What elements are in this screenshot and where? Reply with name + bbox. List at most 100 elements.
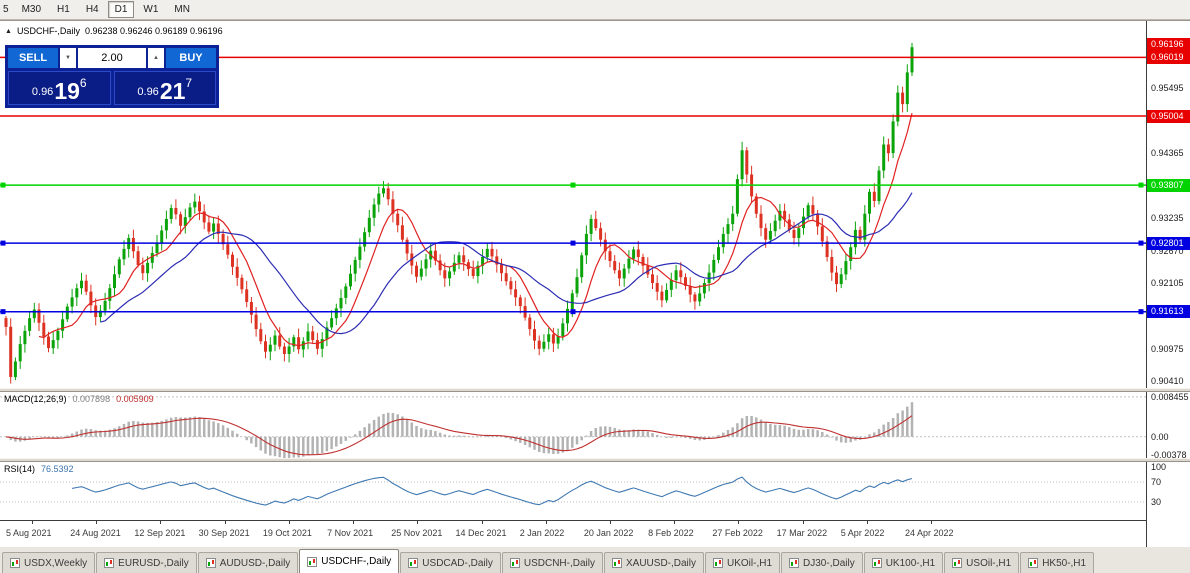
chart-tab-usdcnh-daily[interactable]: USDCNH-,Daily bbox=[501, 552, 603, 573]
chart-icon bbox=[871, 558, 882, 568]
timeframe-button-m30[interactable]: M30 bbox=[15, 1, 48, 18]
date-axis-tick bbox=[353, 521, 355, 524]
date-axis[interactable]: 5 Aug 2021 24 Aug 2021 12 Sep 2021 30 Sep 2… bbox=[0, 520, 1146, 547]
chart-ohlc-values: 0.96238 0.96246 0.96189 0.96196 bbox=[84, 26, 223, 36]
chart-tab-usdchf-daily[interactable]: USDCHF-,Daily bbox=[299, 549, 400, 573]
price-line-badge: 0.91613 bbox=[1147, 305, 1190, 319]
chart-tab-xauusd-daily[interactable]: XAUUSD-,Daily bbox=[603, 552, 704, 573]
chart-tab-label: HK50-,H1 bbox=[1042, 557, 1087, 569]
candlestick-chart[interactable] bbox=[0, 21, 1146, 388]
pane-splitter[interactable] bbox=[0, 388, 1190, 392]
macd-indicator-pane[interactable] bbox=[0, 392, 1146, 458]
date-axis-tick bbox=[288, 521, 290, 524]
date-axis-label: 12 Sep 2021 bbox=[134, 528, 186, 538]
timeframe-button-h1[interactable]: H1 bbox=[50, 1, 77, 18]
chart-symbol-period: USDCHF-,Daily bbox=[16, 26, 80, 36]
bid-point: 6 bbox=[79, 76, 87, 90]
chart-icon bbox=[10, 558, 20, 568]
chart-tab-label: USDCNH-,Daily bbox=[523, 557, 595, 569]
timeframe-button-mn[interactable]: MN bbox=[167, 1, 197, 18]
chart-tab-label: DJ30-,Daily bbox=[803, 557, 855, 569]
date-axis-label: 30 Sep 2021 bbox=[198, 528, 250, 538]
chart-tab-label: AUDUSD-,Daily bbox=[219, 557, 291, 569]
chart-window: ▲ USDCHF-,Daily 0.96238 0.96246 0.96189 … bbox=[0, 20, 1190, 547]
chart-icon bbox=[611, 558, 622, 568]
chart-tab-label: UKOil-,H1 bbox=[727, 557, 773, 569]
chart-tab-label: XAUUSD-,Daily bbox=[625, 557, 696, 569]
chart-tab-uk100-h1[interactable]: UK100-,H1 bbox=[863, 552, 944, 573]
volume-input[interactable]: 2.00 bbox=[78, 48, 146, 68]
date-axis-tick bbox=[545, 521, 547, 524]
macd-label: MACD(12,26,9) 0.007898 0.005909 bbox=[4, 394, 154, 404]
date-axis-tick bbox=[674, 521, 676, 524]
macd-axis-tick: 0.00 bbox=[1151, 431, 1169, 442]
price-axis[interactable]: 0.95495 0.94365 0.93235 0.92670 0.92105 0.909… bbox=[1146, 21, 1190, 547]
chart-icon bbox=[1028, 558, 1039, 568]
date-axis-label: 20 Jan 2022 bbox=[583, 528, 634, 538]
date-axis-label: 7 Nov 2021 bbox=[327, 528, 374, 538]
chart-icon bbox=[509, 558, 520, 568]
timeframe-button-h4[interactable]: H4 bbox=[79, 1, 106, 18]
price-axis-tick: 0.90975 bbox=[1151, 343, 1184, 354]
date-axis-label: 2 Jan 2022 bbox=[519, 528, 565, 538]
price-axis-tick: 0.93235 bbox=[1151, 213, 1184, 224]
rsi-indicator-pane[interactable] bbox=[0, 462, 1146, 520]
date-axis-tick bbox=[481, 521, 483, 524]
sell-button[interactable]: SELL bbox=[8, 48, 58, 68]
price-line-badge: 0.93807 bbox=[1147, 178, 1190, 192]
date-axis-label: 14 Dec 2021 bbox=[455, 528, 507, 538]
chart-tab-hk50-h1[interactable]: HK50-,H1 bbox=[1020, 552, 1095, 573]
bid-price-display[interactable]: 0.96 19 6 bbox=[8, 71, 111, 105]
chart-tab-label: UK100-,H1 bbox=[885, 557, 936, 569]
one-click-trading-panel: SELL ▼ 2.00 ▲ BUY 0.96 19 6 0.96 21 7 bbox=[5, 45, 219, 108]
chart-tabs-bar: USDX,Weekly EURUSD-,Daily AUDUSD-,Daily USD… bbox=[0, 546, 1190, 573]
chart-tab-usdcad-daily[interactable]: USDCAD-,Daily bbox=[400, 552, 501, 573]
volume-increase-button[interactable]: ▲ bbox=[148, 48, 164, 68]
chart-tab-usdx-weekly[interactable]: USDX,Weekly bbox=[2, 552, 96, 573]
date-axis-tick bbox=[417, 521, 419, 524]
chart-tab-dj30-daily[interactable]: DJ30-,Daily bbox=[781, 552, 863, 573]
macd-axis-tick: -0.00378 bbox=[1151, 449, 1187, 460]
chart-icon bbox=[789, 558, 800, 568]
bid-prefix: 0.96 bbox=[31, 86, 54, 98]
chart-icon bbox=[408, 558, 419, 568]
chart-icon bbox=[205, 558, 216, 568]
ask-point: 7 bbox=[185, 76, 193, 90]
price-axis-tick: 0.92105 bbox=[1151, 278, 1184, 289]
chart-icon bbox=[952, 558, 963, 568]
chart-tab-label: USDCAD-,Daily bbox=[422, 557, 493, 569]
macd-name: MACD(12,26,9) bbox=[4, 394, 67, 404]
date-axis-tick bbox=[32, 521, 33, 524]
date-axis-label: 24 Aug 2021 bbox=[70, 528, 121, 538]
macd-signal-value: 0.005909 bbox=[116, 394, 154, 404]
chevron-up-icon: ▲ bbox=[153, 55, 159, 61]
macd-axis-tick: 0.008455 bbox=[1151, 391, 1189, 402]
timeframe-button-5[interactable]: 5 bbox=[0, 1, 13, 18]
date-axis-tick bbox=[802, 521, 804, 524]
buy-button[interactable]: BUY bbox=[166, 48, 216, 68]
pane-splitter[interactable] bbox=[0, 458, 1190, 462]
ask-prefix: 0.96 bbox=[137, 86, 159, 98]
rsi-axis-tick: 70 bbox=[1151, 477, 1162, 487]
bid-pips: 19 bbox=[54, 78, 80, 105]
chart-tab-label: USOil-,H1 bbox=[966, 557, 1012, 569]
macd-main-value: 0.007898 bbox=[72, 394, 111, 404]
one-click-panel-toggle-icon[interactable]: ▲ bbox=[5, 27, 12, 35]
price-axis-tick: 0.95495 bbox=[1151, 82, 1184, 93]
chart-tab-ukoil-h1[interactable]: UKOil-,H1 bbox=[705, 552, 781, 573]
price-line-badge: 0.96019 bbox=[1147, 50, 1190, 64]
chart-tab-eurusd-daily[interactable]: EURUSD-,Daily bbox=[96, 552, 197, 573]
date-axis-tick bbox=[224, 521, 226, 524]
timeframe-button-d1[interactable]: D1 bbox=[107, 1, 135, 18]
volume-decrease-button[interactable]: ▼ bbox=[60, 48, 76, 68]
date-axis-label: 27 Feb 2022 bbox=[712, 528, 763, 538]
date-axis-label: 19 Oct 2021 bbox=[262, 528, 312, 538]
timeframe-button-w1[interactable]: W1 bbox=[136, 1, 165, 18]
chart-tab-audusd-daily[interactable]: AUDUSD-,Daily bbox=[197, 552, 299, 573]
chart-tab-label: USDCHF-,Daily bbox=[321, 556, 392, 567]
chevron-down-icon: ▼ bbox=[65, 55, 71, 61]
current-price-badge: 0.96196 bbox=[1147, 37, 1190, 51]
rsi-axis-tick: 30 bbox=[1151, 497, 1162, 507]
ask-price-display[interactable]: 0.96 21 7 bbox=[113, 71, 216, 105]
chart-tab-usoil-h1[interactable]: USOil-,H1 bbox=[944, 552, 1020, 573]
